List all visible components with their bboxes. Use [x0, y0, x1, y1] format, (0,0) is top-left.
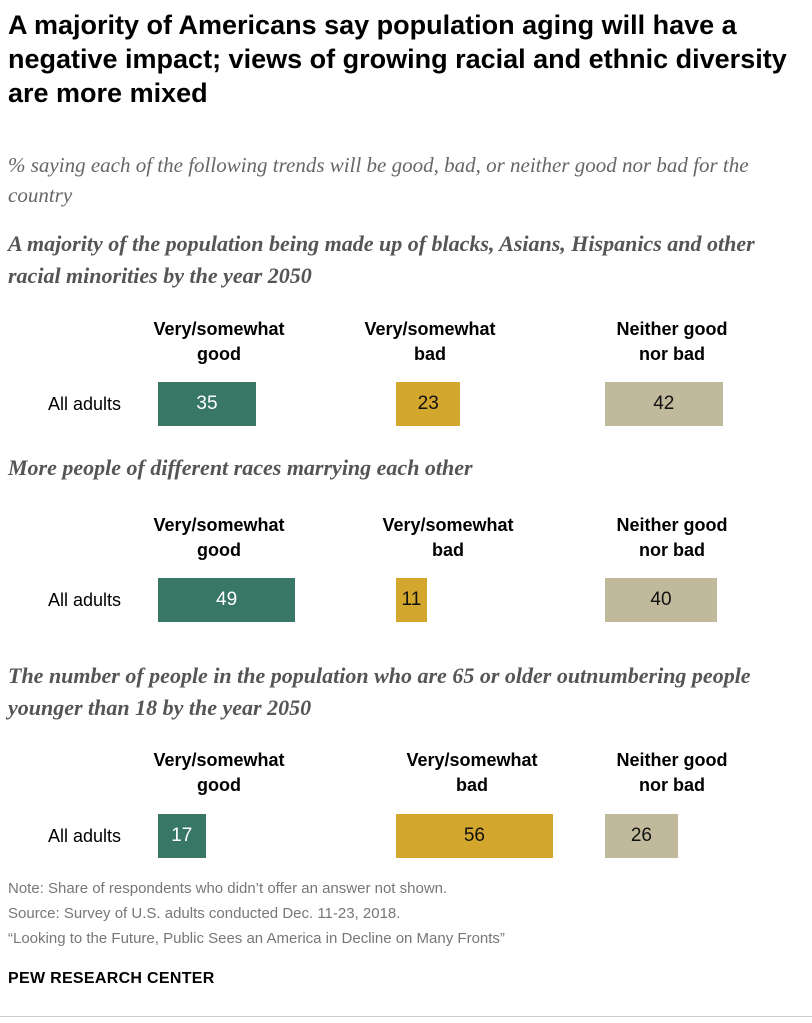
- row-label: All adults: [48, 590, 122, 610]
- header-line: good: [197, 775, 241, 795]
- row-label: All adults: [48, 394, 122, 414]
- column-header-neither: Neither good nor bad: [572, 317, 772, 367]
- bar-bad: 56: [396, 814, 553, 858]
- pew-logo-text: PEW RESEARCH CENTER: [8, 970, 215, 987]
- header-line: nor bad: [639, 540, 705, 560]
- section-title: More people of different races marrying …: [8, 455, 473, 480]
- bar-good: 35: [158, 382, 256, 426]
- chart-subtitle: % saying each of the following trends wi…: [8, 153, 749, 207]
- column-header-bad: Very/somewhat bad: [330, 317, 530, 367]
- header-line: bad: [455, 775, 488, 795]
- header-line: bad: [413, 344, 446, 364]
- column-header-bad: Very/somewhat bad: [348, 513, 548, 563]
- bar-neither: 42: [605, 382, 723, 426]
- divider: [0, 1016, 812, 1017]
- bar-neither: 40: [605, 578, 717, 622]
- column-header-neither: Neither good nor bad: [572, 748, 772, 798]
- bar-neither: 26: [605, 814, 678, 858]
- header-line: nor bad: [639, 344, 705, 364]
- source: Source: Survey of U.S. adults conducted …: [8, 905, 401, 922]
- bar-good: 17: [158, 814, 206, 858]
- section-title: A majority of the population being made …: [8, 231, 755, 288]
- header-line: Very/somewhat: [153, 319, 285, 339]
- header-line: Neither good: [616, 515, 728, 535]
- header-line: Neither good: [616, 319, 728, 339]
- column-header-good: Very/somewhat good: [119, 317, 319, 367]
- bar-good: 49: [158, 578, 296, 622]
- header-line: Neither good: [616, 750, 728, 770]
- column-header-good: Very/somewhat good: [119, 513, 319, 563]
- header-line: Very/somewhat: [364, 319, 496, 339]
- column-header-good: Very/somewhat good: [119, 748, 319, 798]
- header-line: good: [197, 540, 241, 560]
- note: Note: Share of respondents who didn’t of…: [8, 880, 448, 897]
- header-line: nor bad: [639, 775, 705, 795]
- column-header-bad: Very/somewhat bad: [372, 748, 572, 798]
- header-line: Very/somewhat: [153, 750, 285, 770]
- header-line: bad: [431, 540, 464, 560]
- row-label: All adults: [48, 826, 122, 846]
- header-line: Very/somewhat: [406, 750, 538, 770]
- header-line: Very/somewhat: [382, 515, 514, 535]
- section-title: The number of people in the population w…: [8, 663, 751, 720]
- report-title: “Looking to the Future, Public Sees an A…: [8, 930, 505, 947]
- chart-title: A majority of Americans say population a…: [8, 10, 787, 108]
- bar-bad: 11: [396, 578, 427, 622]
- bar-bad: 23: [396, 382, 461, 426]
- header-line: good: [197, 344, 241, 364]
- header-line: Very/somewhat: [153, 515, 285, 535]
- column-header-neither: Neither good nor bad: [572, 513, 772, 563]
